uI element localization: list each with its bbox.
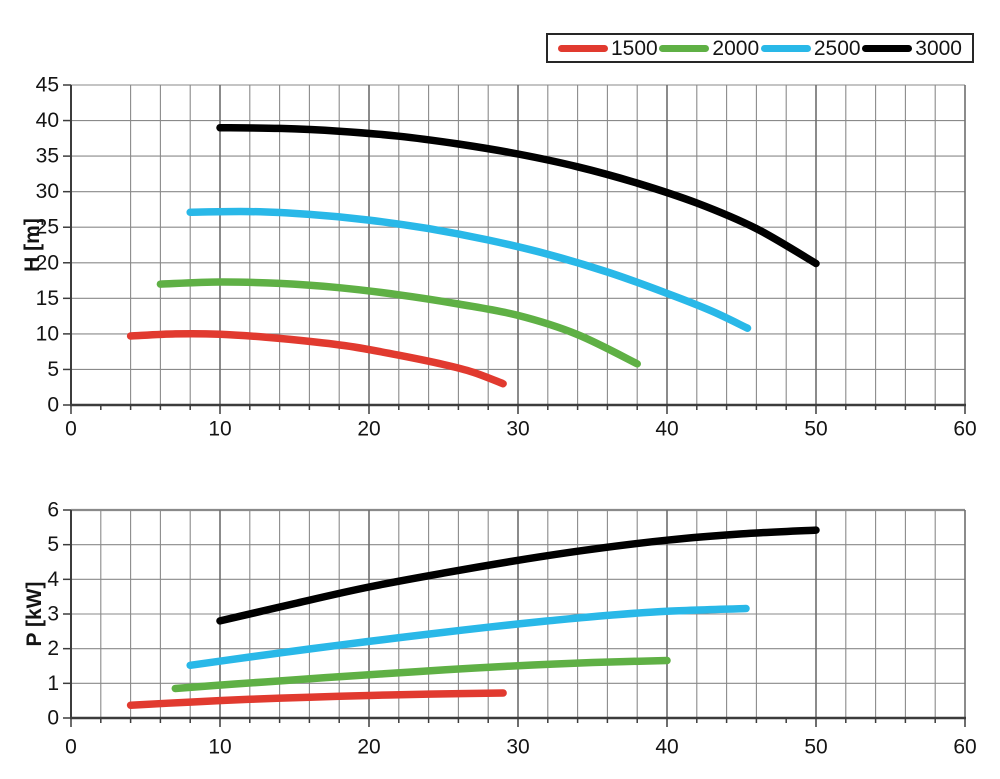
legend-swatch-3000 <box>862 44 913 52</box>
power-flow-chart: 0 10 20 30 40 50 60 0 1 2 3 4 5 6 <box>47 499 976 759</box>
chart-legend: 1500 2000 2500 3000 <box>546 33 974 63</box>
legend-label-2000: 2000 <box>712 36 760 60</box>
x-tick-label: 0 <box>65 736 77 759</box>
y-tick-label: 2 <box>47 637 59 660</box>
y-tick-label: 25 <box>36 216 59 239</box>
y-tick-label: 0 <box>47 394 59 417</box>
x-tick-label: 40 <box>655 736 678 759</box>
x-tick-label: 10 <box>208 418 231 441</box>
curve-2500 <box>186 604 750 670</box>
y-tick-label: 30 <box>36 180 59 203</box>
y-tick-label: 45 <box>36 74 59 97</box>
legend-item-2000: 2000 <box>659 38 759 59</box>
y-tick-label: 35 <box>36 145 59 168</box>
y-tick-label: 0 <box>47 707 59 730</box>
legend-swatch-1500 <box>558 44 608 52</box>
x-tick-label: 40 <box>655 418 678 441</box>
curve-1500 <box>126 329 507 388</box>
legend-label-3000: 3000 <box>915 36 962 60</box>
x-tick-label: 20 <box>357 736 380 759</box>
y-tick-label: 4 <box>47 568 59 591</box>
y-tick-label: 5 <box>47 358 59 381</box>
curve-2500 <box>186 207 752 332</box>
x-tick-label: 30 <box>506 736 529 759</box>
curve-2000 <box>171 656 671 693</box>
legend-swatch-2000 <box>659 44 710 52</box>
legend-label-2500: 2500 <box>813 36 861 60</box>
y-tick-label: 15 <box>36 287 59 310</box>
x-tick-label: 0 <box>65 418 77 441</box>
legend-item-3000: 3000 <box>862 38 962 59</box>
y-tick-label: 5 <box>47 533 59 556</box>
legend-label-1500: 1500 <box>611 36 658 60</box>
curve-3000 <box>216 526 820 625</box>
y-tick-label: 20 <box>36 251 59 274</box>
x-tick-label: 60 <box>953 736 976 759</box>
legend-swatch-2500 <box>760 44 811 52</box>
curve-2000 <box>156 278 641 368</box>
p-axis-title: P [kW] <box>23 582 46 647</box>
y-tick-label: 40 <box>36 109 59 132</box>
curve-1500 <box>126 689 507 709</box>
y-tick-label: 6 <box>47 499 59 522</box>
curve-3000 <box>216 123 820 268</box>
head-flow-chart: 0 10 20 30 40 50 60 0 5 10 15 20 25 30 35 40 45 <box>36 74 977 441</box>
legend-item-1500: 1500 <box>558 38 658 59</box>
legend-item-2500: 2500 <box>760 36 861 60</box>
x-tick-label: 20 <box>357 418 380 441</box>
x-tick-label: 50 <box>804 736 827 759</box>
x-tick-label: 10 <box>208 736 231 759</box>
y-tick-label: 10 <box>36 322 59 345</box>
y-tick-label: 3 <box>47 603 59 626</box>
x-tick-label: 50 <box>804 418 827 441</box>
x-tick-label: 30 <box>506 418 529 441</box>
x-tick-label: 60 <box>953 418 976 441</box>
h-axis-title: H [m] <box>21 218 44 272</box>
y-tick-label: 1 <box>47 672 59 695</box>
